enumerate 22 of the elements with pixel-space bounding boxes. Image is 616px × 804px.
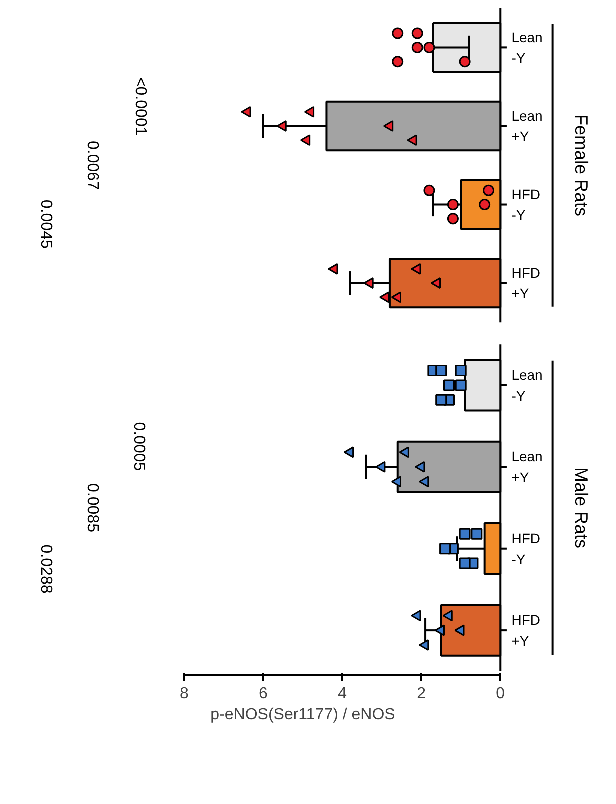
y-tick-label: Lean -Y: [512, 367, 543, 404]
y-tick-label: HFD +Y: [512, 264, 540, 302]
text: 0.0045: [38, 200, 55, 249]
text: Male Rats: [571, 467, 592, 549]
y-tick-label: Lean +Y: [512, 108, 543, 145]
y-tick-label: HFD -Y: [512, 186, 540, 224]
y-tick-label: Lean -Y: [512, 29, 543, 66]
y-tick-label: HFD +Y: [512, 612, 540, 649]
text: 0.0067: [84, 141, 101, 190]
x-tick-label: 0: [496, 686, 506, 702]
x-axis-title: p-eNOS(Ser1177) / eNOS: [210, 706, 396, 724]
x-tick-label: 4: [338, 686, 348, 702]
text: 0.0288: [38, 544, 55, 594]
text: 0.0005: [130, 422, 148, 472]
text: 0.0085: [84, 484, 101, 533]
y-tick-label: Lean +Y: [512, 448, 543, 486]
x-tick-label: 2: [417, 686, 426, 702]
text: Female Rats: [571, 114, 592, 217]
text: <0.0001: [132, 77, 149, 136]
x-tick-label: 8: [180, 686, 189, 702]
y-tick-label: HFD -Y: [512, 530, 540, 568]
x-tick-label: 6: [259, 686, 268, 702]
